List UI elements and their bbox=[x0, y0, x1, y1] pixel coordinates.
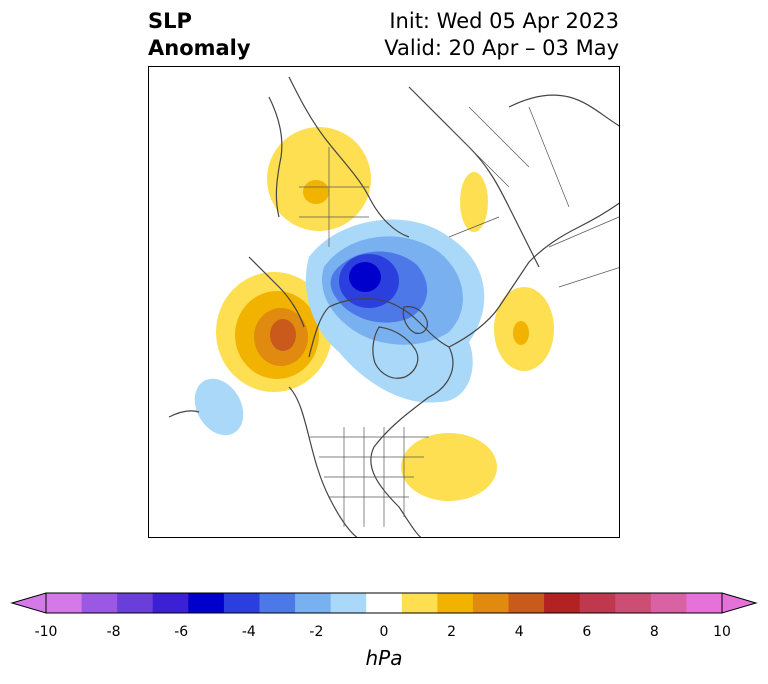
colorbar-tick-label: -6 bbox=[174, 624, 189, 640]
colorbar-extend-min bbox=[10, 592, 47, 614]
colorbar-swatch bbox=[81, 593, 118, 613]
colorbar-swatch bbox=[223, 593, 260, 613]
colorbar-tick-label: 0 bbox=[379, 624, 389, 640]
colorbar-swatch bbox=[401, 593, 438, 613]
colorbar-outline bbox=[45, 592, 723, 614]
coastlines bbox=[168, 76, 619, 537]
colorbar-swatch bbox=[508, 593, 545, 613]
colorbar-swatch bbox=[152, 593, 189, 613]
colorbar-graphic bbox=[10, 592, 758, 614]
colorbar-tick-label: 2 bbox=[447, 624, 457, 640]
colorbar-tick-label: 4 bbox=[514, 624, 524, 640]
colorbar-swatch bbox=[686, 593, 723, 613]
colorbar-swatch bbox=[472, 593, 510, 613]
colorbar-tick-label: 10 bbox=[713, 624, 731, 640]
colorbar-tick-label: -8 bbox=[106, 624, 121, 640]
chart-title: SLP Anomaly bbox=[148, 8, 251, 62]
variable-name: SLP bbox=[148, 9, 192, 33]
negative-anomaly-pacific bbox=[194, 378, 244, 436]
anomaly-map bbox=[148, 66, 620, 538]
political-borders bbox=[299, 106, 619, 527]
valid-range: Valid: 20 Apr – 03 May bbox=[384, 36, 619, 60]
colorbar-swatch bbox=[366, 593, 403, 613]
colorbar-tick-label: -10 bbox=[34, 624, 58, 640]
colorbar-swatch bbox=[544, 593, 581, 613]
positive-anomaly-russia bbox=[460, 172, 554, 371]
colorbar-tick-label: 6 bbox=[582, 624, 592, 640]
map-canvas bbox=[168, 76, 619, 537]
colorbar-swatch bbox=[650, 593, 687, 613]
colorbar-swatch bbox=[579, 593, 616, 613]
forecast-dates: Init: Wed 05 Apr 2023 Valid: 20 Apr – 03… bbox=[384, 8, 619, 62]
colorbar-swatch bbox=[615, 593, 652, 613]
colorbar-tick-label: -4 bbox=[241, 624, 256, 640]
colorbar-swatch bbox=[46, 593, 83, 613]
colorbar-swatch bbox=[188, 593, 225, 613]
positive-anomaly-scandinavia bbox=[267, 127, 371, 231]
colorbar-unit-label: hPa bbox=[365, 646, 403, 670]
negative-anomaly-arctic bbox=[305, 219, 485, 403]
colorbar-tick-label: 8 bbox=[649, 624, 659, 640]
colorbar-swatch bbox=[117, 593, 154, 613]
colorbar-swatch bbox=[295, 593, 332, 613]
positive-anomaly-atlantic-east-coast bbox=[401, 433, 497, 501]
colorbar-tick-label: -2 bbox=[309, 624, 324, 640]
init-date: Init: Wed 05 Apr 2023 bbox=[389, 9, 619, 33]
variable-subtitle: Anomaly bbox=[148, 36, 251, 60]
colorbar-extend-max bbox=[721, 592, 758, 614]
colorbar-swatch bbox=[259, 593, 296, 613]
colorbar-swatch bbox=[330, 593, 367, 613]
colorbar-swatch bbox=[437, 593, 474, 613]
colorbar bbox=[10, 590, 758, 624]
